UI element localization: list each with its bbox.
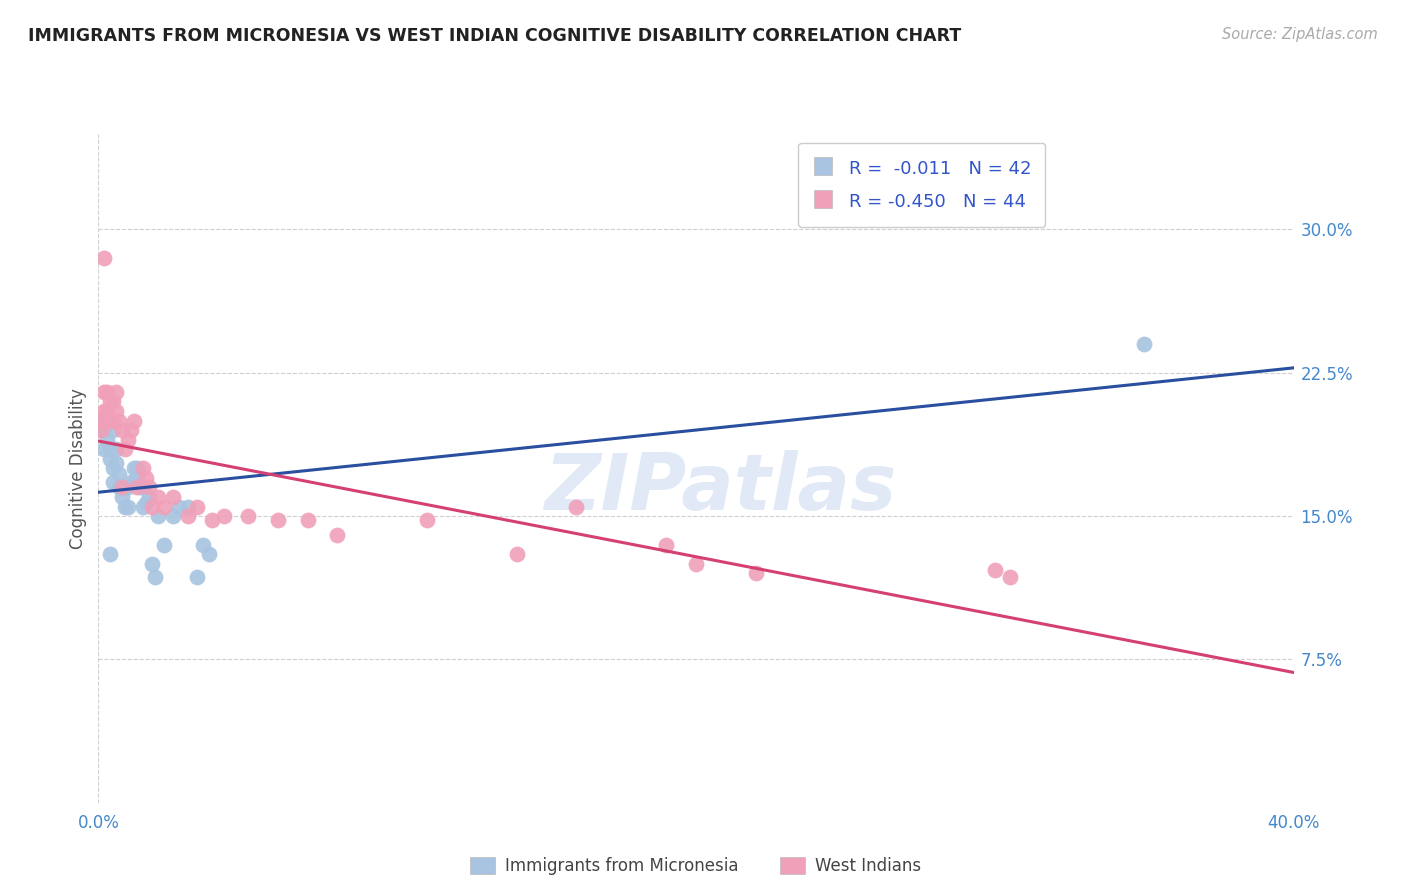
Point bbox=[297, 513, 319, 527]
Text: ZIPatlas: ZIPatlas bbox=[544, 450, 896, 526]
Point bbox=[111, 490, 134, 504]
Point bbox=[100, 442, 122, 457]
Point bbox=[108, 413, 131, 427]
Point bbox=[93, 404, 115, 418]
Point bbox=[132, 480, 155, 494]
Point bbox=[93, 251, 115, 265]
Point bbox=[120, 423, 142, 437]
Point bbox=[108, 480, 131, 494]
Point bbox=[114, 500, 136, 514]
Point bbox=[143, 570, 166, 584]
Point bbox=[117, 500, 139, 514]
Point bbox=[103, 423, 125, 437]
Point bbox=[103, 475, 125, 489]
Point bbox=[186, 500, 208, 514]
Legend: Immigrants from Micronesia, West Indians: Immigrants from Micronesia, West Indians bbox=[464, 850, 928, 881]
Point bbox=[105, 404, 128, 418]
Point bbox=[177, 509, 200, 524]
Point bbox=[162, 509, 184, 524]
Point bbox=[100, 451, 122, 466]
Point bbox=[135, 471, 157, 485]
Point bbox=[138, 480, 160, 494]
Point bbox=[111, 423, 134, 437]
Point bbox=[132, 461, 155, 475]
Point bbox=[198, 547, 221, 561]
Point bbox=[685, 557, 707, 571]
Point bbox=[1133, 337, 1156, 351]
Point bbox=[148, 509, 170, 524]
Point bbox=[153, 538, 176, 552]
Y-axis label: Cognitive Disability: Cognitive Disability bbox=[69, 388, 87, 549]
Point bbox=[90, 413, 112, 427]
Point bbox=[127, 461, 149, 475]
Point bbox=[100, 547, 122, 561]
Point bbox=[129, 480, 152, 494]
Point bbox=[326, 528, 349, 542]
Point bbox=[267, 513, 290, 527]
Point bbox=[984, 563, 1007, 577]
Point bbox=[105, 384, 128, 399]
Point bbox=[132, 500, 155, 514]
Point bbox=[90, 413, 112, 427]
Point bbox=[120, 475, 142, 489]
Point bbox=[127, 471, 149, 485]
Point bbox=[103, 413, 125, 427]
Point bbox=[186, 570, 208, 584]
Point bbox=[114, 480, 136, 494]
Point bbox=[90, 423, 112, 437]
Point bbox=[565, 500, 588, 514]
Point bbox=[655, 538, 678, 552]
Point bbox=[191, 538, 214, 552]
Point bbox=[93, 423, 115, 437]
Point bbox=[506, 547, 529, 561]
Point bbox=[117, 480, 139, 494]
Point bbox=[127, 480, 149, 494]
Point bbox=[117, 433, 139, 447]
Point bbox=[114, 442, 136, 457]
Point bbox=[212, 509, 235, 524]
Point bbox=[177, 500, 200, 514]
Point bbox=[105, 456, 128, 470]
Text: IMMIGRANTS FROM MICRONESIA VS WEST INDIAN COGNITIVE DISABILITY CORRELATION CHART: IMMIGRANTS FROM MICRONESIA VS WEST INDIA… bbox=[28, 27, 962, 45]
Point bbox=[96, 433, 118, 447]
Point bbox=[141, 500, 163, 514]
Point bbox=[108, 467, 131, 481]
Point bbox=[90, 423, 112, 437]
Point bbox=[124, 461, 146, 475]
Point bbox=[111, 480, 134, 494]
Point bbox=[167, 500, 190, 514]
Point bbox=[100, 394, 122, 409]
Point bbox=[93, 442, 115, 457]
Point bbox=[96, 384, 118, 399]
Point bbox=[148, 490, 170, 504]
Point bbox=[96, 404, 118, 418]
Point bbox=[153, 500, 176, 514]
Point bbox=[111, 480, 134, 494]
Point bbox=[998, 570, 1021, 584]
Text: Source: ZipAtlas.com: Source: ZipAtlas.com bbox=[1222, 27, 1378, 42]
Point bbox=[141, 557, 163, 571]
Point bbox=[93, 384, 115, 399]
Point bbox=[103, 394, 125, 409]
Point bbox=[100, 413, 122, 427]
Point bbox=[124, 413, 146, 427]
Point bbox=[201, 513, 224, 527]
Point bbox=[103, 461, 125, 475]
Point bbox=[416, 513, 439, 527]
Point bbox=[236, 509, 259, 524]
Point bbox=[138, 490, 160, 504]
Point bbox=[162, 490, 184, 504]
Point bbox=[135, 496, 157, 510]
Point bbox=[745, 566, 768, 581]
Point bbox=[96, 413, 118, 427]
Point bbox=[105, 442, 128, 457]
